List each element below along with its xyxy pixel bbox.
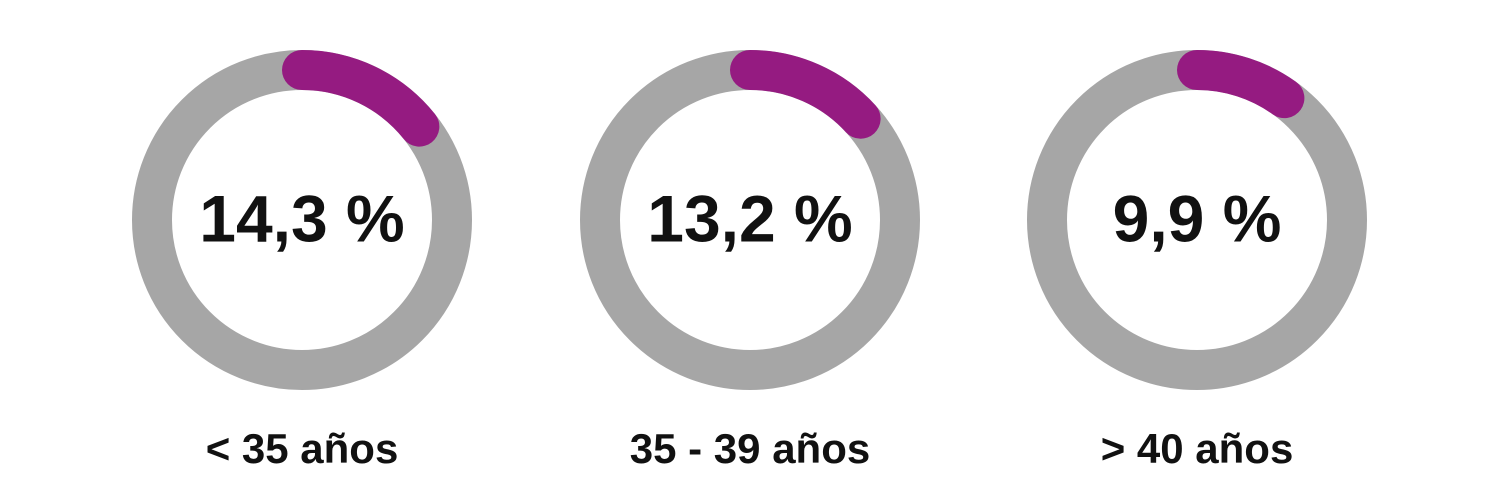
category-label: 35 - 39 años [630,425,870,472]
category-label: < 35 años [206,425,399,472]
category-label: > 40 años [1101,425,1294,472]
value-label: 13,2 % [647,181,852,255]
donut-arc [1177,50,1305,119]
value-label: 14,3 % [199,181,404,255]
donut-arc [282,50,440,147]
donut-arc [730,50,881,139]
value-label: 9,9 % [1113,181,1282,255]
